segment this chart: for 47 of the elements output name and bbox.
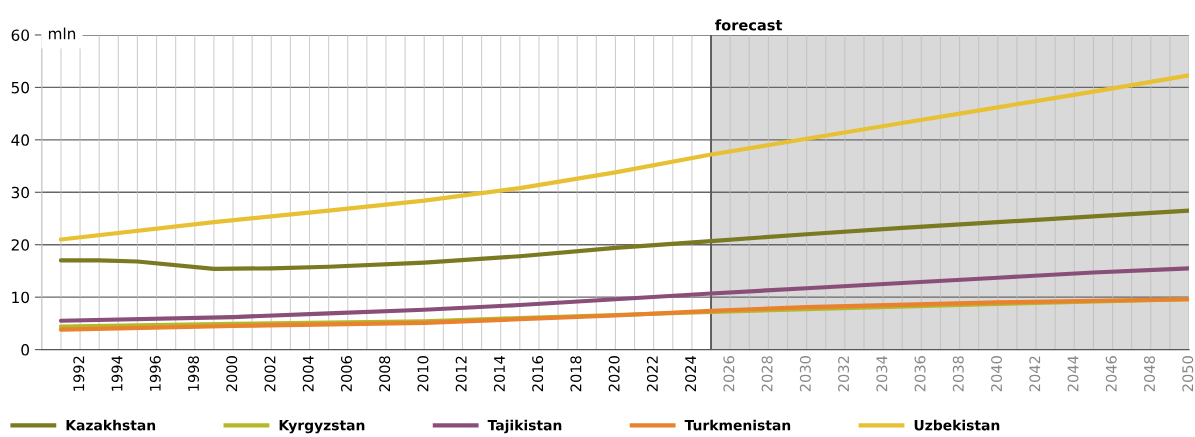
x-tick-label: 2032 [838,356,850,392]
x-tick-label: 2026 [723,356,735,392]
line-series [58,208,1190,271]
x-tick-label: 2028 [761,356,773,392]
x-tick-label: 2036 [914,356,926,392]
x-tick-label: 2034 [876,355,888,392]
x-tick-label: 2024 [685,355,697,392]
x-tick-label: 1992 [73,356,85,391]
y-tick-label: 20 [11,239,29,251]
x-tick-label: 2012 [455,356,467,392]
y-tick-label: 0 [21,344,29,356]
legend-label: Uzbekistan [914,419,1000,431]
x-tick-label: 2048 [1143,356,1156,392]
x-tick-label: 2020 [608,356,620,392]
y-axis-title: mln [48,27,76,40]
x-tick-label: 2016 [532,356,544,392]
x-tick-label: 2014 [493,355,505,392]
line-series [58,266,1190,323]
x-tick-label: 2040 [991,356,1003,392]
x-tick-label: 1994 [111,355,123,391]
legend-label: Kazakhstan [66,419,156,431]
x-tick-label: 2038 [952,356,964,392]
y-tick-label: 10 [12,291,29,304]
x-tick-label: 2004 [302,355,314,392]
legend-label: Tajikistan [487,419,562,434]
y-tick-label: 50 [11,81,29,94]
y-tick-label: 40 [11,134,29,146]
x-tick-label: 2030 [799,356,811,392]
legend-label: Kyrgyzstan [279,420,365,434]
x-tick-label: 2002 [264,356,276,392]
x-tick-label: 2022 [646,356,658,392]
x-tick-label: 1998 [187,356,200,391]
y-tick-label: 60 [11,29,29,41]
x-tick-label: 2018 [570,356,582,392]
x-tick-label: 2000 [226,356,238,392]
x-tick-label: 1996 [149,356,161,391]
x-tick-label: 2008 [379,356,391,392]
legend-label: Turkmenistan [684,419,791,431]
x-tick-label: 2010 [417,356,429,392]
y-tick-label: 30 [11,186,29,199]
x-tick-label: 2046 [1105,356,1117,392]
band-label: forecast [715,19,783,31]
x-tick-label: 2044 [1067,355,1079,392]
x-tick-label: 2050 [1182,356,1194,392]
x-tick-label: 2042 [1029,356,1041,392]
line-series [58,73,1190,242]
x-tick-label: 2006 [340,356,352,392]
